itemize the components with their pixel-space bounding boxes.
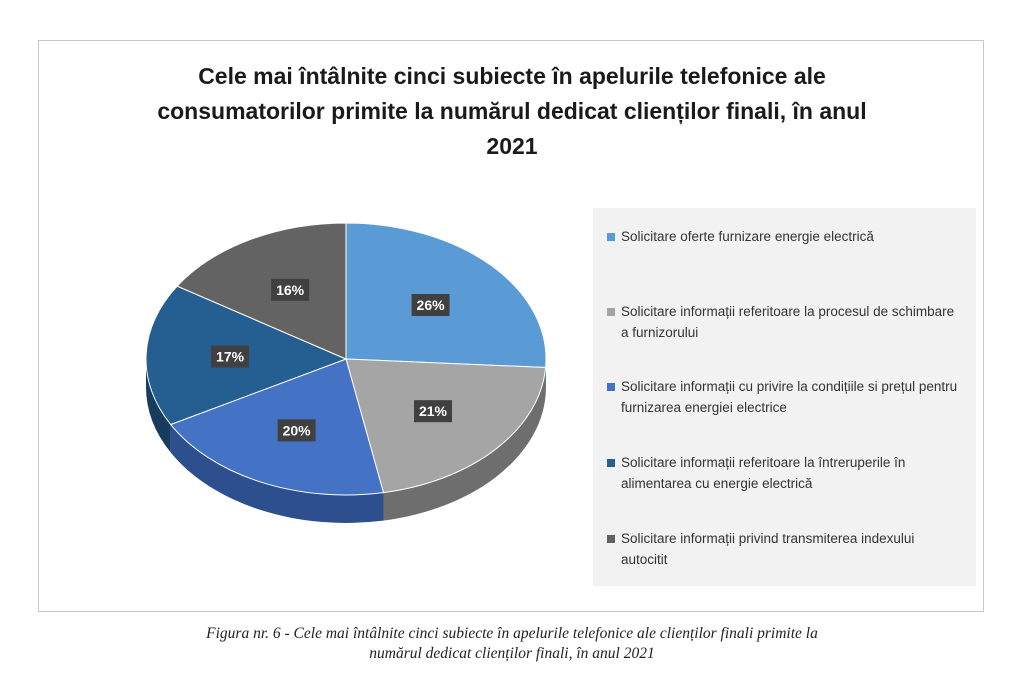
data-label-text: 16% (276, 282, 305, 298)
pie-slice-2 (345, 358, 547, 494)
legend-swatch (607, 308, 615, 316)
legend-item-1: Solicitare oferte furnizare energie elec… (607, 226, 962, 247)
legend-item-5: Solicitare informații privind transmiter… (607, 528, 962, 570)
legend-swatch (607, 383, 615, 391)
pie-slice-5 (176, 222, 347, 360)
chart-frame: Cele mai întâlnite cinci subiecte în ape… (38, 40, 984, 612)
data-label-text: 26% (417, 297, 446, 313)
legend-label: Solicitare informații cu privire la cond… (621, 379, 958, 415)
chart-title: Cele mai întâlnite cinci subiecte în ape… (157, 63, 867, 159)
figure-caption: Figura nr. 6 - Cele mai întâlnite cinci … (60, 624, 964, 664)
caption-line-1: Figura nr. 6 - Cele mai întâlnite cinci … (206, 625, 818, 642)
legend-item-4: Solicitare informații referitoare la înt… (607, 452, 962, 494)
data-label-bg (271, 278, 310, 301)
data-label-3: 20% (277, 419, 316, 442)
data-label-1: 26% (411, 294, 450, 317)
legend-swatch (607, 459, 615, 467)
pie-chart: 26% 21% 20% 17% 16% (145, 222, 547, 523)
data-label-text: 20% (283, 422, 312, 438)
data-label-4: 17% (211, 345, 250, 368)
legend-swatch (607, 535, 615, 543)
legend-label: Solicitare oferte furnizare energie elec… (621, 229, 874, 244)
data-label-text: 21% (419, 403, 448, 419)
pie-top-faces (145, 222, 547, 496)
chart-legend: Solicitare oferte furnizare energie elec… (593, 208, 976, 586)
pie-slice-side-4 (146, 359, 171, 453)
data-label-5: 16% (271, 278, 310, 301)
pie-slice-side-3 (170, 424, 384, 523)
data-label-2: 21% (414, 400, 453, 423)
legend-swatch (607, 233, 615, 241)
pie-slice-side-2 (383, 367, 546, 521)
pie-slice-3 (169, 358, 385, 496)
legend-label: Solicitare informații privind transmiter… (621, 531, 915, 567)
legend-item-3: Solicitare informații cu privire la cond… (607, 376, 962, 418)
data-label-bg (411, 294, 450, 317)
legend-item-2: Solicitare informații referitoare la pro… (607, 301, 962, 343)
legend-label: Solicitare informații referitoare la înt… (621, 455, 906, 491)
data-label-text: 17% (216, 349, 245, 365)
data-label-bg (414, 400, 453, 423)
data-label-bg (277, 419, 316, 442)
caption-line-2: numărul dedicat clienților finali, în an… (369, 645, 655, 662)
legend-label: Solicitare informații referitoare la pro… (621, 304, 955, 340)
data-label-bg (211, 345, 250, 368)
